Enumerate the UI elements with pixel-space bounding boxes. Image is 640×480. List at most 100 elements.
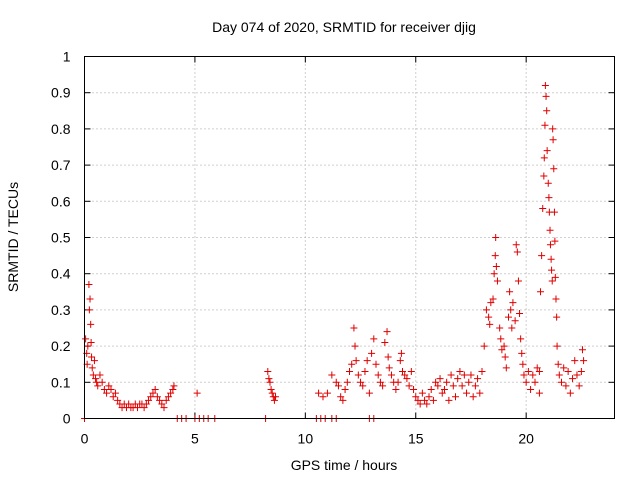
data-point xyxy=(140,404,148,412)
data-point xyxy=(553,313,561,321)
x-tick-label: 0 xyxy=(81,431,89,447)
data-point xyxy=(547,255,555,263)
data-point xyxy=(90,357,98,365)
data-point xyxy=(501,353,509,361)
data-point xyxy=(447,371,455,379)
data-point xyxy=(463,389,471,397)
data-point xyxy=(535,389,543,397)
y-tick-label: 0.9 xyxy=(51,85,71,101)
data-point xyxy=(436,375,444,383)
data-point xyxy=(460,371,468,379)
data-point xyxy=(392,386,400,394)
data-point xyxy=(546,226,554,234)
data-point xyxy=(372,360,380,368)
data-point xyxy=(548,277,556,285)
data-point xyxy=(405,382,413,390)
data-point xyxy=(319,393,327,401)
data-point xyxy=(543,107,551,115)
y-tick-label: 0.7 xyxy=(51,157,71,173)
data-point xyxy=(125,400,133,408)
data-point xyxy=(486,320,494,328)
data-point xyxy=(452,393,459,401)
data-point xyxy=(491,252,499,260)
data-point xyxy=(94,382,102,390)
data-point xyxy=(100,386,108,394)
data-point xyxy=(440,386,448,394)
data-point xyxy=(361,367,369,375)
data-point xyxy=(169,386,177,394)
data-point xyxy=(384,353,392,361)
y-tick-label: 0.5 xyxy=(51,230,71,246)
data-point xyxy=(396,357,404,365)
data-points xyxy=(81,81,588,422)
data-point xyxy=(114,396,122,404)
data-point xyxy=(383,328,391,336)
x-tick-labels: 0 5 10 15 20 xyxy=(81,431,535,447)
data-point xyxy=(541,121,549,129)
data-point xyxy=(531,378,539,386)
data-point xyxy=(85,306,93,314)
data-point xyxy=(493,277,501,285)
data-point xyxy=(545,194,553,202)
data-point xyxy=(268,389,276,397)
data-point xyxy=(502,364,510,372)
data-point xyxy=(543,147,551,155)
data-point xyxy=(416,400,424,408)
data-point xyxy=(343,378,351,386)
data-point xyxy=(84,342,92,350)
data-point xyxy=(399,367,406,375)
data-point xyxy=(467,371,475,379)
data-point xyxy=(492,262,500,270)
chart-title: Day 074 of 2020, SRMTID for receiver dji… xyxy=(212,19,476,35)
data-point xyxy=(147,393,155,401)
data-point xyxy=(522,378,530,386)
data-point xyxy=(387,371,395,379)
y-tick-label: 0.8 xyxy=(51,121,71,137)
data-point xyxy=(456,367,464,375)
data-point xyxy=(425,393,433,401)
data-point xyxy=(480,342,488,350)
y-tick-label: 0 xyxy=(63,411,71,427)
data-point xyxy=(542,92,550,100)
data-point xyxy=(541,81,549,89)
y-tick-label: 0.1 xyxy=(51,374,71,390)
data-point xyxy=(427,386,435,394)
data-point xyxy=(357,378,365,386)
x-tick-label: 10 xyxy=(298,431,314,447)
data-point xyxy=(550,208,558,216)
data-point xyxy=(109,393,117,401)
data-point xyxy=(578,346,586,354)
data-point xyxy=(577,367,585,375)
data-point xyxy=(497,335,505,343)
data-point xyxy=(524,367,532,375)
data-point xyxy=(514,277,522,285)
data-point xyxy=(346,367,353,375)
data-point xyxy=(107,386,115,394)
data-point xyxy=(554,360,562,368)
data-point xyxy=(471,382,479,390)
data-point xyxy=(381,338,389,346)
data-point xyxy=(474,375,482,383)
data-point xyxy=(516,310,524,318)
data-point xyxy=(454,375,462,383)
data-point xyxy=(560,364,568,372)
data-point xyxy=(517,335,525,343)
data-point xyxy=(376,378,384,386)
data-point xyxy=(142,400,150,408)
data-point xyxy=(401,371,409,379)
y-tick-label: 0.6 xyxy=(51,193,71,209)
data-point xyxy=(487,299,495,307)
data-point xyxy=(449,382,457,390)
data-point xyxy=(272,393,280,401)
data-point xyxy=(352,357,360,365)
data-point xyxy=(527,386,535,394)
data-point xyxy=(158,400,166,408)
data-point xyxy=(509,299,517,307)
data-point xyxy=(270,396,278,404)
data-point xyxy=(334,382,342,390)
data-point xyxy=(88,353,96,361)
data-point xyxy=(498,346,506,354)
data-point xyxy=(421,396,429,404)
x-tick-label: 15 xyxy=(408,431,424,447)
